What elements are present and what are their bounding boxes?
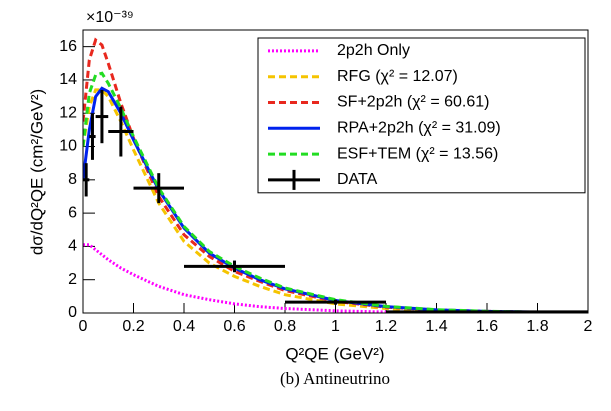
curve: [83, 37, 588, 313]
caption: (b) Antineutrino: [280, 369, 390, 388]
x-tick-label: 1.4: [425, 318, 447, 335]
legend-label: DATA: [337, 171, 378, 188]
x-tick-label: 0: [79, 318, 88, 335]
y-tick-label: 14: [59, 71, 77, 88]
x-tick-label: 1: [331, 318, 340, 335]
y-tick-label: 12: [59, 104, 77, 121]
legend-label: ESF+TEM (χ² = 13.56): [337, 145, 498, 162]
x-tick-label: 2: [584, 318, 593, 335]
y-tick-label: 4: [68, 238, 77, 255]
legend-label: RFG (χ² = 12.07): [337, 68, 458, 85]
x-tick-label: 1.6: [476, 318, 498, 335]
x-tick-label: 0.2: [122, 318, 144, 335]
y-tick-label: 8: [68, 171, 77, 188]
y-tick-label: 0: [68, 304, 77, 321]
legend-label: 2p2h Only: [337, 42, 410, 59]
legend-label: SF+2p2h (χ² = 60.61): [337, 94, 489, 111]
multiplier: ×10⁻³⁹: [86, 9, 134, 26]
y-tick-label: 10: [59, 138, 77, 155]
x-tick-label: 1.2: [375, 318, 397, 335]
legend-label: RPA+2p2h (χ² = 31.09): [337, 120, 501, 137]
curve: [83, 71, 588, 313]
legend-box: [257, 37, 586, 194]
x-tick-label: 0.6: [223, 318, 245, 335]
x-tick-label: 0.8: [274, 318, 296, 335]
y-tick-label: 6: [68, 204, 77, 221]
x-axis-label: Q²QE (GeV²): [285, 344, 384, 363]
y-tick-label: 16: [59, 38, 77, 55]
frame: [82, 29, 589, 314]
x-tick-label: 0.4: [173, 318, 195, 335]
y-tick-label: 2: [68, 271, 77, 288]
x-tick-label: 1.8: [526, 318, 548, 335]
y-axis-label: dσ/dQ²QE (cm²/GeV²): [27, 89, 46, 255]
curve: [83, 88, 588, 313]
